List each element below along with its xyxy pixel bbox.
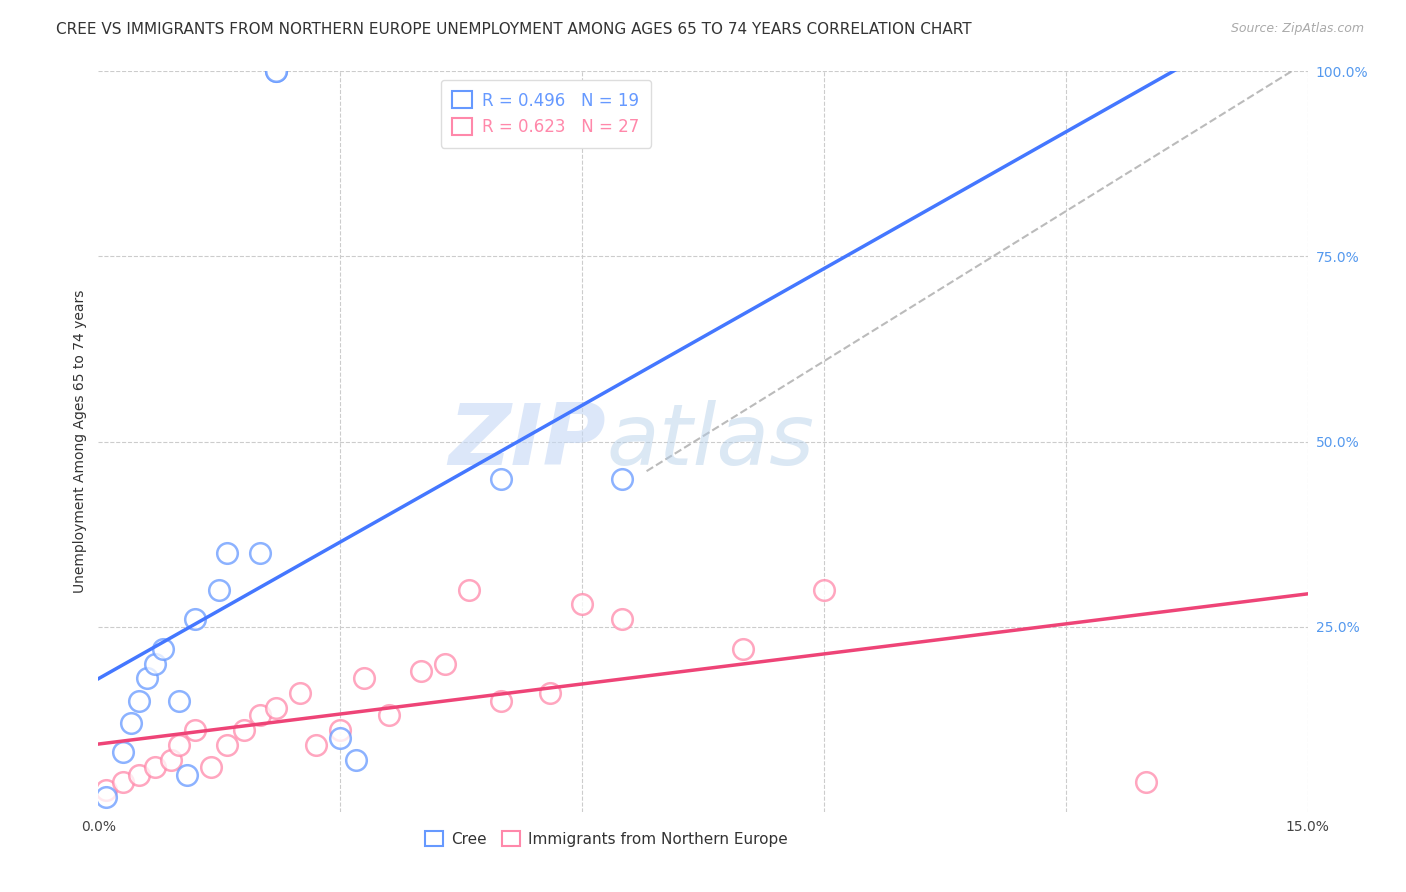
Point bbox=[491, 471, 513, 485]
Point bbox=[160, 753, 183, 767]
Text: Source: ZipAtlas.com: Source: ZipAtlas.com bbox=[1230, 22, 1364, 36]
Point bbox=[571, 598, 593, 612]
Point bbox=[135, 672, 157, 686]
Text: ZIP: ZIP bbox=[449, 400, 606, 483]
Point bbox=[264, 64, 287, 78]
Point bbox=[434, 657, 457, 671]
Point bbox=[217, 546, 239, 560]
Point bbox=[249, 546, 271, 560]
Point bbox=[377, 708, 399, 723]
Point bbox=[96, 789, 118, 804]
Point bbox=[111, 775, 134, 789]
Point bbox=[208, 582, 231, 597]
Point bbox=[1135, 775, 1157, 789]
Point bbox=[491, 694, 513, 708]
Point bbox=[111, 746, 134, 760]
Point bbox=[143, 657, 166, 671]
Legend: Cree, Immigrants from Northern Europe: Cree, Immigrants from Northern Europe bbox=[416, 822, 797, 856]
Point bbox=[409, 664, 432, 678]
Point bbox=[143, 760, 166, 774]
Point bbox=[458, 582, 481, 597]
Text: CREE VS IMMIGRANTS FROM NORTHERN EUROPE UNEMPLOYMENT AMONG AGES 65 TO 74 YEARS C: CREE VS IMMIGRANTS FROM NORTHERN EUROPE … bbox=[56, 22, 972, 37]
Point bbox=[353, 672, 375, 686]
Point bbox=[184, 723, 207, 738]
Point bbox=[167, 694, 190, 708]
Point bbox=[344, 753, 367, 767]
Point bbox=[128, 694, 150, 708]
Point bbox=[288, 686, 311, 700]
Point bbox=[249, 708, 271, 723]
Point bbox=[813, 582, 835, 597]
Point bbox=[305, 738, 328, 752]
Point bbox=[128, 767, 150, 781]
Point bbox=[120, 715, 142, 730]
Point bbox=[200, 760, 222, 774]
Point bbox=[612, 612, 634, 626]
Point bbox=[733, 641, 755, 656]
Point bbox=[329, 731, 352, 745]
Point bbox=[538, 686, 561, 700]
Point bbox=[612, 471, 634, 485]
Point bbox=[264, 701, 287, 715]
Point bbox=[184, 612, 207, 626]
Text: atlas: atlas bbox=[606, 400, 814, 483]
Point bbox=[329, 723, 352, 738]
Point bbox=[152, 641, 174, 656]
Point bbox=[96, 782, 118, 797]
Point bbox=[167, 738, 190, 752]
Point bbox=[217, 738, 239, 752]
Y-axis label: Unemployment Among Ages 65 to 74 years: Unemployment Among Ages 65 to 74 years bbox=[73, 290, 87, 593]
Point bbox=[176, 767, 198, 781]
Point bbox=[232, 723, 254, 738]
Point bbox=[264, 64, 287, 78]
